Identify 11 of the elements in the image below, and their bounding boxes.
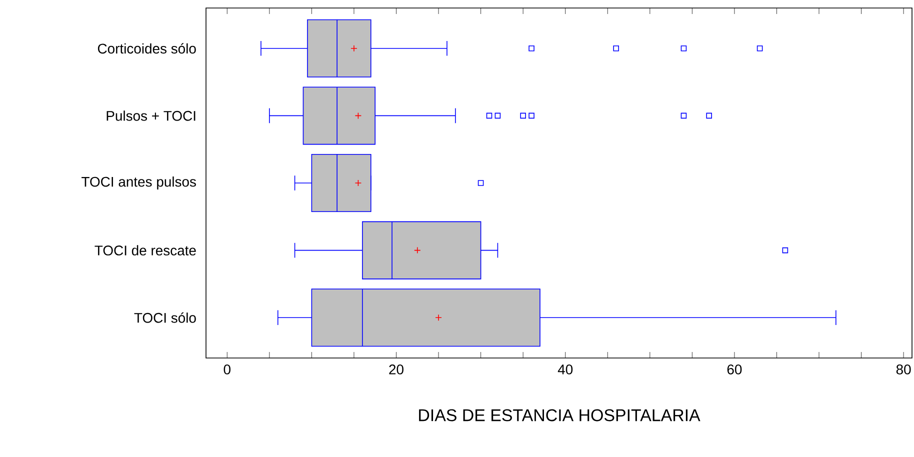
y-tick-label: Corticoides sólo	[98, 43, 196, 54]
y-tick-label: TOCI antes pulsos	[82, 176, 196, 190]
x-tick-label: 80	[896, 364, 911, 374]
y-tick-label: Pulsos + TOCI	[106, 110, 196, 121]
x-tick-label: 40	[558, 364, 573, 374]
x-axis-title: DIAS DE ESTANCIA HOSPITALARIA	[419, 409, 700, 422]
x-tick-label: 0	[224, 364, 230, 374]
x-tick-label: 60	[727, 364, 742, 374]
y-tick-label: TOCI sólo	[134, 312, 196, 323]
y-tick-label: TOCI de rescate	[94, 245, 196, 256]
x-tick-label: 20	[389, 364, 404, 374]
